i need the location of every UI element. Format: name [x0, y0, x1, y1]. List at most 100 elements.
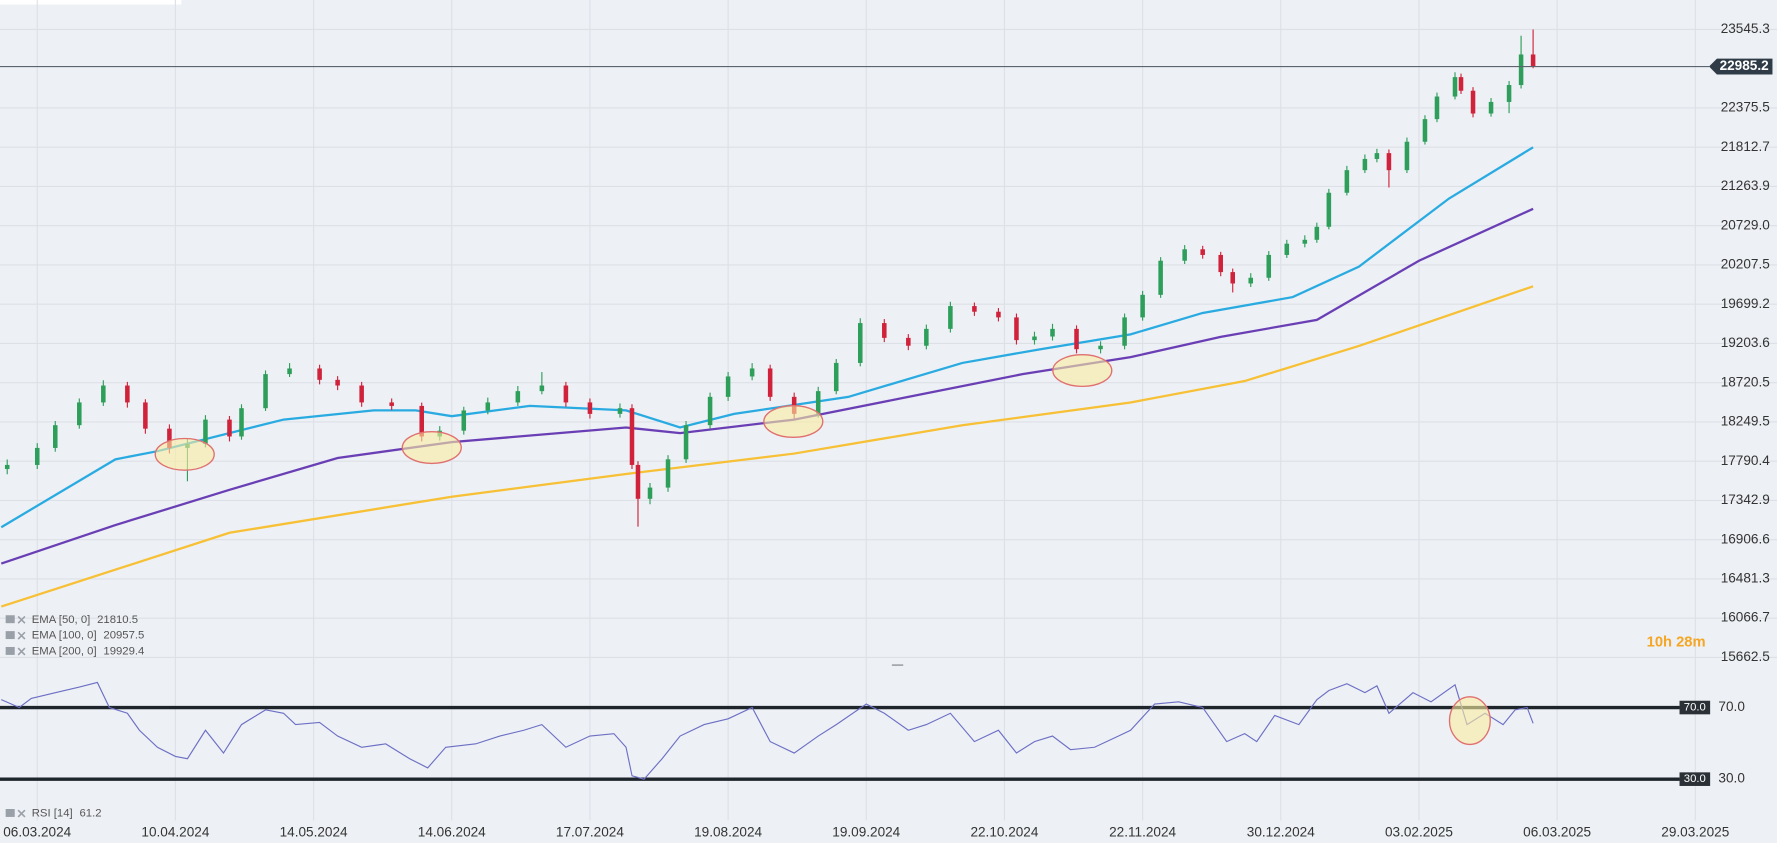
y-tick-label: 18249.5 — [1721, 414, 1770, 429]
legend-value: 21810.5 — [97, 614, 138, 626]
candle-body — [539, 385, 545, 392]
candle-body — [587, 402, 593, 414]
candle-body — [948, 306, 953, 329]
candle-body — [857, 323, 863, 363]
candle-body — [317, 368, 322, 380]
candle-body — [906, 337, 911, 346]
y-tick-label: 15662.5 — [1721, 649, 1770, 664]
legend-name: EMA [200, 0] — [32, 646, 97, 658]
candle-body — [461, 410, 467, 431]
candle-body — [1140, 294, 1145, 318]
level-box — [1679, 772, 1711, 786]
candle-body — [1230, 272, 1235, 284]
candle-body — [629, 408, 635, 465]
candle-body — [1434, 96, 1440, 120]
legend-remove[interactable] — [17, 809, 26, 818]
highlight — [763, 404, 824, 439]
legend-icon — [5, 809, 15, 817]
y-tick-label: 19699.2 — [1721, 296, 1770, 311]
y-tick-label: 20207.5 — [1721, 257, 1770, 272]
candle-body — [335, 379, 340, 386]
candle-body — [972, 306, 977, 312]
candle-body — [725, 376, 731, 397]
candle-body — [767, 368, 773, 397]
candle-body — [1422, 119, 1428, 142]
candle-body — [1158, 260, 1163, 295]
candle-body — [707, 396, 713, 426]
candle-body — [924, 328, 929, 346]
legend-value: 61.2 — [79, 808, 101, 820]
highlight — [1448, 696, 1491, 746]
candle-body — [53, 425, 58, 448]
candle-body — [1326, 192, 1332, 227]
y-tick-label: 20729.0 — [1721, 217, 1771, 232]
highlight — [401, 431, 462, 465]
candle-body — [749, 368, 755, 377]
ema-line — [0, 285, 1534, 608]
candle-body — [287, 368, 292, 375]
highlight — [154, 437, 215, 471]
x-tick-label: 06.03.2025 — [1523, 824, 1591, 839]
legend-icon — [5, 631, 15, 640]
candle-body — [1248, 277, 1254, 284]
x-tick-label: 19.08.2024 — [694, 824, 762, 839]
candle-body — [1182, 249, 1187, 261]
legend-entry: EMA [100, 0] 20957.5 — [32, 630, 145, 642]
candle-body — [1518, 54, 1524, 86]
candle-body — [1386, 153, 1392, 171]
legend-name: EMA [100, 0] — [32, 630, 97, 642]
y-tick-label: 19203.6 — [1721, 335, 1770, 350]
candle-body — [239, 408, 244, 437]
candle-body — [359, 385, 364, 403]
candle-body — [563, 385, 569, 403]
x-tick-label: 22.11.2024 — [1109, 824, 1176, 839]
rsi-line — [1, 681, 1534, 780]
candle-body — [1452, 77, 1458, 97]
candle-body — [647, 487, 653, 499]
candle-body — [101, 385, 106, 403]
x-tick-label: 14.06.2024 — [418, 824, 486, 839]
x-tick-label: 19.09.2024 — [832, 824, 900, 839]
legend-remove[interactable] — [17, 615, 26, 624]
x-tick-label: 22.10.2024 — [970, 824, 1038, 839]
candle-body — [77, 402, 82, 426]
last-price-box — [1709, 58, 1773, 75]
x-tick-label: 30.12.2024 — [1247, 824, 1315, 839]
legend-remove[interactable] — [17, 631, 26, 640]
candle-body — [1200, 249, 1205, 255]
candle-body — [665, 459, 671, 488]
toolbar-stub — [0, 0, 182, 5]
candle-body — [1470, 90, 1476, 114]
y-tick-label: 30.0 — [1718, 771, 1745, 786]
legend-value: 19929.4 — [103, 646, 144, 658]
grid — [0, 0, 1777, 821]
legend-icon — [5, 646, 15, 655]
y-tick-label: 16481.3 — [1721, 571, 1770, 586]
highlight — [1052, 353, 1113, 388]
candle-body — [1530, 54, 1536, 67]
y-tick-label: 21263.9 — [1721, 178, 1770, 193]
candle-body — [34, 447, 40, 465]
candle-body — [227, 419, 232, 437]
candle-body — [389, 402, 394, 406]
x-tick-label: 10.04.2024 — [141, 824, 209, 839]
legend-icon — [5, 615, 15, 624]
candle-body — [167, 428, 172, 448]
legend-entry: EMA [200, 0] 19929.4 — [32, 646, 145, 658]
candle-body — [1458, 77, 1464, 91]
legend-remove[interactable] — [17, 647, 26, 656]
candle-body — [1344, 170, 1350, 193]
level-box — [1679, 700, 1711, 715]
y-tick-label: 70.0 — [1718, 699, 1745, 714]
candle-body — [882, 323, 887, 338]
labels: 06.03.2024 10.04.2024 14.05.2024 14.06.2024… — [3, 21, 1773, 839]
candle-body — [1032, 336, 1037, 341]
ema-line — [0, 146, 1534, 529]
candle-body — [683, 425, 689, 460]
candle-body — [125, 385, 130, 403]
x-tick-label: 17.07.2024 — [556, 824, 624, 839]
candle-body — [996, 311, 1001, 318]
y-tick-label: 22375.5 — [1721, 100, 1770, 115]
